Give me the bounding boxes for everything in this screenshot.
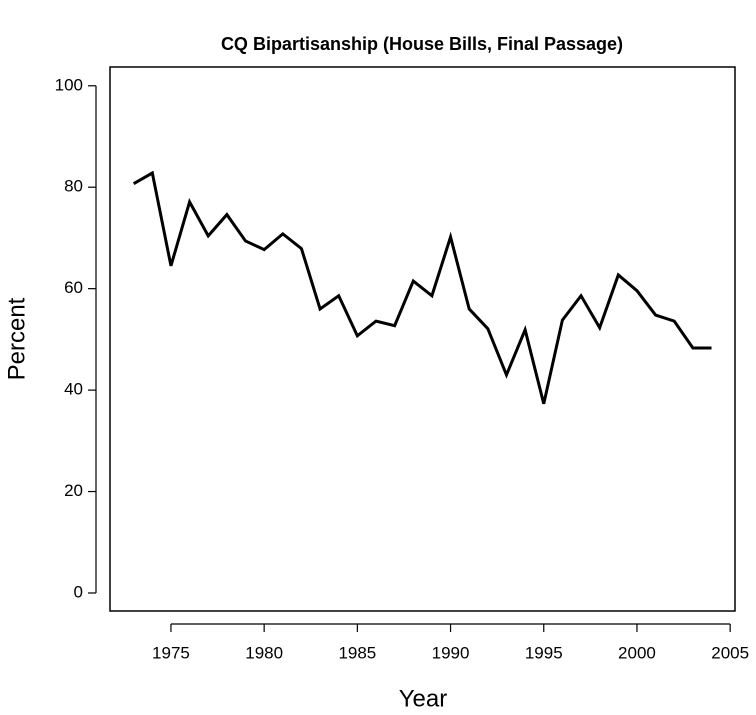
x-tick-label: 1975	[152, 643, 190, 662]
x-tick-label: 1990	[432, 643, 470, 662]
x-tick-label: 1985	[338, 643, 376, 662]
x-tick-label: 2000	[618, 643, 656, 662]
data-line	[132, 170, 712, 405]
chart-title: CQ Bipartisanship (House Bills, Final Pa…	[221, 34, 623, 54]
x-tick-label: 1995	[525, 643, 563, 662]
y-tick-label: 80	[64, 177, 83, 196]
x-tick-label: 2005	[711, 643, 749, 662]
y-tick-label: 60	[64, 278, 83, 297]
x-tick-label: 1980	[245, 643, 283, 662]
y-tick-label: 40	[64, 380, 83, 399]
y-tick-label: 0	[74, 582, 83, 601]
plot-frame	[109, 66, 736, 612]
y-tick-label: 100	[55, 75, 83, 94]
y-tick-label: 20	[64, 481, 83, 500]
y-axis-label: Percent	[3, 297, 30, 380]
x-axis-label: Year	[399, 685, 448, 712]
